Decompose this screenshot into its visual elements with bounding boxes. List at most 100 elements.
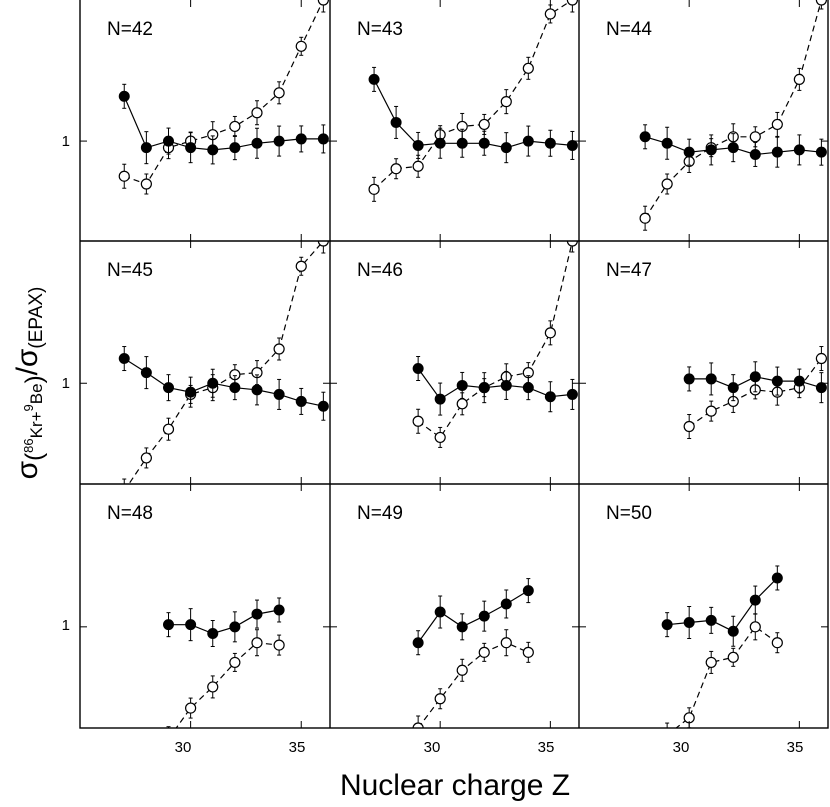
outer-frame	[79, 0, 829, 729]
open-data-point	[683, 420, 695, 433]
open-data-point	[566, 241, 578, 247]
open-data-point	[727, 651, 739, 663]
open-data-point	[544, 327, 556, 339]
panel-label: N=49	[357, 503, 403, 524]
filled-data-point	[478, 137, 490, 149]
filled-data-point	[456, 137, 468, 149]
open-data-point	[478, 646, 490, 658]
filled-data-point	[317, 133, 329, 145]
open-series-line	[417, 642, 529, 728]
y-tick-label: 1	[62, 617, 70, 634]
open-data-point	[273, 639, 285, 651]
x-tick-label: 35	[538, 739, 555, 756]
open-data-point	[705, 405, 717, 417]
open-data-point	[295, 260, 307, 272]
open-data-point	[705, 656, 717, 669]
panel-label: N=47	[606, 260, 652, 281]
filled-data-point	[683, 616, 695, 628]
open-data-point	[771, 118, 783, 131]
open-data-point	[771, 637, 783, 649]
filled-data-point	[683, 146, 695, 158]
filled-data-point	[140, 142, 152, 154]
filled-data-point	[162, 135, 174, 147]
filled-data-point	[162, 619, 174, 631]
plot-frame: N=42 N=43 N=44 N=45 N=46 N=47 N=48 N=49 N=50	[79, 0, 829, 729]
panel-n42	[118, 0, 329, 195]
filled-data-point	[273, 388, 285, 400]
filled-data-point	[229, 621, 241, 633]
open-data-point	[390, 163, 402, 175]
x-tick-label: 30	[673, 739, 690, 756]
filled-data-point	[566, 388, 578, 400]
panels	[118, 0, 827, 728]
filled-data-point	[478, 382, 490, 394]
filled-data-point	[705, 373, 717, 385]
filled-data-point	[207, 144, 219, 156]
open-data-point	[456, 398, 468, 410]
open-data-point	[434, 693, 446, 705]
open-data-point	[368, 183, 380, 195]
filled-data-point	[162, 382, 174, 394]
panel-n47	[683, 346, 827, 440]
open-data-point	[749, 621, 761, 633]
filled-data-point	[185, 619, 197, 631]
open-data-point	[273, 87, 285, 99]
panel-n50	[661, 565, 783, 728]
filled-data-point	[566, 139, 578, 151]
filled-data-point	[140, 367, 152, 379]
filled-data-point	[749, 148, 761, 160]
x-tick-label: 30	[424, 739, 441, 756]
open-data-point	[229, 120, 241, 133]
filled-data-point	[317, 400, 329, 412]
panel-n46	[412, 241, 578, 448]
filled-data-point	[727, 625, 739, 637]
svg-text:σ(86Kr+9Be)/σ(EPAX): σ(86Kr+9Be)/σ(EPAX)	[11, 287, 48, 480]
filled-data-point	[295, 395, 307, 407]
filled-data-point	[273, 135, 285, 147]
filled-data-point	[390, 116, 402, 128]
filled-data-point	[661, 619, 673, 631]
filled-data-point	[544, 137, 556, 149]
open-series-line	[128, 241, 324, 484]
filled-data-point	[251, 137, 263, 149]
filled-data-point	[229, 382, 241, 394]
filled-data-point	[771, 146, 783, 158]
open-data-point	[251, 107, 263, 119]
open-data-point	[251, 637, 263, 649]
filled-data-point	[793, 144, 805, 156]
filled-data-point	[500, 598, 512, 610]
filled-series-line	[123, 357, 324, 407]
open-data-point	[478, 118, 490, 131]
filled-data-point	[456, 621, 468, 633]
filled-data-point	[683, 373, 695, 385]
filled-data-point	[727, 142, 739, 154]
filled-series-line	[417, 590, 529, 644]
filled-data-point	[522, 585, 534, 597]
open-series-line	[175, 642, 280, 728]
filled-data-point	[412, 637, 424, 649]
open-data-point	[119, 486, 129, 496]
panel-label: N=45	[107, 260, 153, 281]
x-tick-label: 35	[289, 739, 306, 756]
y-tick-labels: 1 1 1	[62, 133, 70, 634]
filled-data-point	[771, 375, 783, 387]
open-data-point	[229, 656, 241, 669]
filled-data-point	[661, 137, 673, 149]
panel-n45	[118, 241, 329, 496]
filled-data-point	[705, 144, 717, 156]
open-data-point	[273, 343, 285, 355]
ylabel-sigma: σ	[11, 460, 44, 479]
filled-data-point	[500, 379, 512, 391]
filled-data-point	[273, 604, 285, 616]
open-data-point	[118, 170, 130, 182]
panel-n48	[162, 597, 285, 728]
filled-data-point	[815, 382, 827, 394]
filled-series-line	[373, 79, 573, 149]
filled-data-point	[522, 135, 534, 147]
open-data-point	[639, 212, 651, 224]
open-data-point	[749, 131, 761, 143]
filled-data-point	[207, 377, 219, 389]
open-data-point	[207, 681, 219, 693]
y-tick-label: 1	[62, 133, 70, 150]
